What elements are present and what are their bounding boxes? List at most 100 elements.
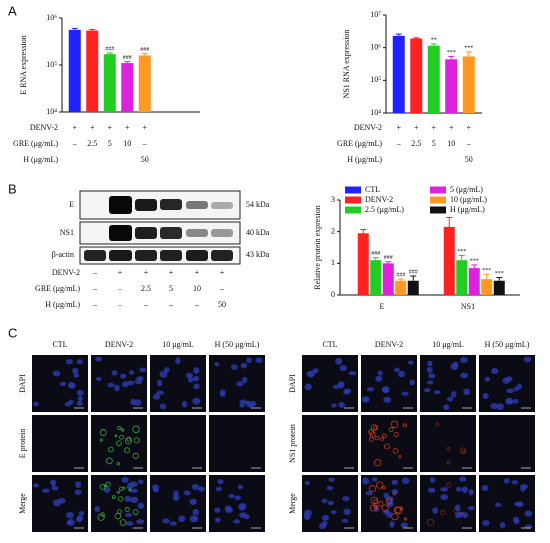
nucleus (514, 518, 520, 525)
nucleus (32, 483, 40, 488)
micrograph-background (361, 415, 417, 472)
nucleus (365, 491, 373, 496)
nucleus (381, 387, 387, 393)
nucleus (377, 370, 383, 376)
stain (99, 438, 103, 442)
nucleus (51, 485, 59, 491)
nucleus (76, 516, 83, 523)
bar (392, 35, 405, 114)
nucleus (494, 502, 502, 507)
legend-label: DENV-2 (365, 195, 393, 204)
blot-row-label: E (69, 200, 74, 209)
nucleus (455, 486, 463, 492)
nucleus (107, 382, 115, 388)
treatment-value: + (414, 123, 419, 132)
nucleus (459, 476, 467, 482)
band (109, 196, 132, 214)
micrograph-background (150, 415, 206, 472)
micrograph (420, 415, 476, 472)
y-tick-label: 10⁴ (46, 107, 57, 116)
nucleus (454, 504, 461, 512)
micrograph (302, 355, 358, 412)
treatment-label: H (μg/mL) (23, 155, 58, 164)
nucleus (460, 356, 468, 364)
micrograph-background (209, 415, 265, 472)
micrograph (361, 475, 417, 532)
column-header: H (50 μg/mL) (485, 340, 530, 349)
nucleus (304, 480, 311, 486)
nucleus (136, 376, 144, 381)
y-axis-label: Relative protein expresion (313, 205, 322, 289)
nucleus (76, 359, 83, 365)
stain (374, 459, 382, 467)
nucleus (326, 485, 334, 491)
nucleus (361, 396, 370, 403)
nucleus (153, 488, 159, 493)
micrograph (420, 355, 476, 412)
nucleus (426, 366, 433, 373)
nucleus (398, 370, 405, 378)
nucleus (78, 511, 85, 516)
nucleus (337, 381, 345, 388)
nucleus (394, 367, 400, 373)
treatment-label: H (μg/mL) (347, 155, 382, 164)
blot-size-label: 43 kDa (246, 250, 270, 259)
micrograph (150, 475, 206, 532)
stain (446, 482, 452, 488)
nucleus (240, 362, 248, 369)
nucleus (178, 515, 186, 523)
band (135, 250, 157, 261)
nucleus (348, 371, 357, 376)
nucleus (159, 370, 168, 378)
nucleus (462, 512, 469, 519)
nucleus (408, 360, 414, 365)
treatment-value: 5 (108, 139, 112, 148)
nucleus (461, 486, 468, 493)
micrograph (32, 415, 88, 472)
nucleus (255, 357, 263, 364)
column-header: CTL (52, 340, 67, 349)
bar (86, 30, 99, 113)
y-tick-label: 0 (331, 290, 335, 299)
bar (443, 226, 455, 295)
stain (381, 504, 389, 512)
treatment-value: + (431, 123, 436, 132)
treatment-label: DENV-2 (52, 268, 80, 277)
nucleus (239, 403, 245, 408)
significance-label: *** (447, 50, 456, 56)
row-label: NS1 protein (288, 424, 297, 463)
nucleus (333, 384, 340, 389)
treatment-value: – (72, 139, 78, 148)
nucleus (198, 486, 206, 492)
nucleus (426, 380, 434, 385)
stain (124, 447, 130, 454)
nucleus (52, 370, 61, 377)
stain (132, 509, 139, 516)
nucleus (125, 512, 133, 518)
band (160, 250, 182, 261)
nucleus (76, 389, 84, 396)
stain (121, 428, 125, 432)
treatment-value: + (466, 123, 471, 132)
nucleus (440, 487, 449, 492)
band (186, 201, 208, 209)
nucleus (94, 506, 101, 512)
nucleus (400, 522, 408, 529)
nucleus (239, 512, 247, 518)
blot-size-label: 54 kDa (246, 200, 270, 209)
micrograph (150, 355, 206, 412)
nucleus (312, 368, 319, 374)
micrograph (420, 475, 476, 532)
y-tick-label: 10⁶ (46, 13, 57, 22)
micrograph (479, 475, 535, 532)
micrograph (150, 415, 206, 472)
stain (446, 461, 451, 465)
micrograph-background (361, 355, 417, 412)
treatment-value: + (142, 123, 147, 132)
nucleus (175, 357, 181, 364)
nucleus (129, 370, 135, 375)
micrograph (479, 355, 535, 412)
stain (374, 435, 380, 441)
stain (370, 496, 379, 505)
treatment-value: + (449, 123, 454, 132)
